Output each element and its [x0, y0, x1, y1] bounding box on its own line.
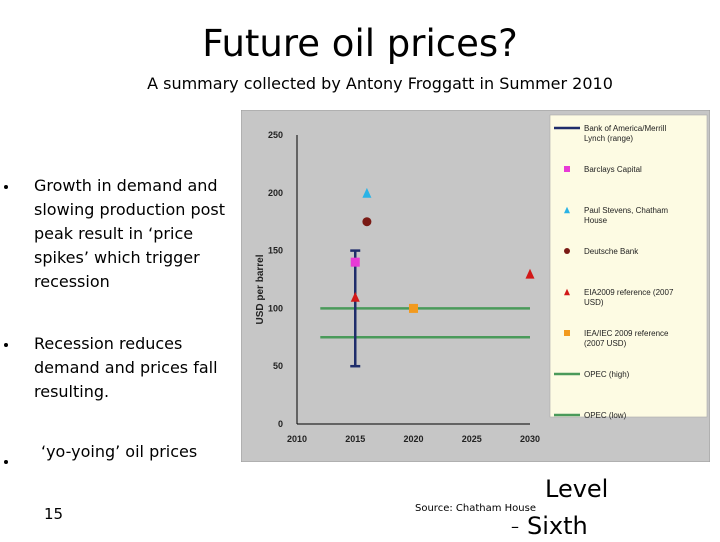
data-point: [350, 291, 360, 302]
x-tick-label: 2025: [462, 434, 482, 444]
legend-swatch: [564, 166, 570, 172]
legend-label: Deutsche Bank: [584, 247, 639, 256]
dash-glyph: –: [511, 517, 519, 536]
x-tick-label: 2010: [287, 434, 307, 444]
bullet-dot: [4, 185, 8, 189]
slide-title: Future oil prices?: [202, 22, 518, 65]
bullet-dot: [4, 460, 8, 464]
slide-subtitle: A summary collected by Antony Froggatt i…: [147, 74, 613, 93]
source-note: Source: Chatham House: [415, 503, 536, 514]
legend-label: OPEC (low): [584, 411, 627, 420]
legend-label: Barclays Capital: [584, 165, 642, 174]
legend-swatch: [564, 330, 570, 336]
page-number: 15: [44, 505, 64, 523]
bullet-2: Recession reduces demand and prices fall…: [34, 334, 218, 401]
y-axis-label: USD per barrel: [255, 254, 266, 324]
data-point: [362, 187, 372, 198]
legend-box: [549, 114, 708, 418]
x-tick-label: 2030: [520, 434, 540, 444]
legend: Bank of America/Merrill Lynch (range) Barc…: [554, 124, 674, 420]
data-point: [362, 217, 372, 227]
bullet-list: Growth in demand and slowing production …: [0, 0, 240, 540]
legend-swatch: [564, 206, 570, 214]
y-tick-label: 0: [278, 419, 283, 429]
oil-price-chart: 0 50 100 150 200 250 2010 2015 2020 2025 2030 USD p…: [241, 110, 710, 462]
sixth-row: – Sixth: [511, 511, 588, 542]
y-tick-label: 100: [268, 303, 283, 313]
bullet-dot: [4, 343, 8, 347]
x-tick-label: 2020: [403, 434, 423, 444]
bullet-1: Growth in demand and slowing production …: [34, 176, 226, 291]
y-tick-label: 150: [268, 246, 283, 256]
legend-label: Bank of America/Merrill Lynch (range): [584, 124, 666, 143]
legend-swatch: [564, 288, 570, 296]
data-point: [409, 303, 418, 313]
plot-area: 0 50 100 150 200 250 2010 2015 2020 2025 2030 USD p…: [255, 130, 540, 444]
legend-label: OPEC (high): [584, 370, 630, 379]
x-tick-label: 2015: [345, 434, 365, 444]
legend-label: IEA/IEC 2009 reference (2007 USD): [584, 329, 669, 348]
legend-label: EIA2009 reference (2007 USD): [584, 288, 674, 307]
data-point: [350, 257, 360, 267]
data-point: [525, 268, 535, 279]
legend-swatch: [564, 248, 570, 254]
sixth-text: Sixth: [527, 512, 588, 540]
y-tick-label: 200: [268, 188, 283, 198]
y-tick-label: 250: [268, 130, 283, 140]
legend-label: Paul Stevens, Chatham House: [584, 206, 668, 225]
level-text: Level: [545, 475, 609, 503]
y-tick-label: 50: [273, 361, 283, 371]
bullet-3: ‘yo-yoing’ oil prices: [41, 442, 198, 461]
